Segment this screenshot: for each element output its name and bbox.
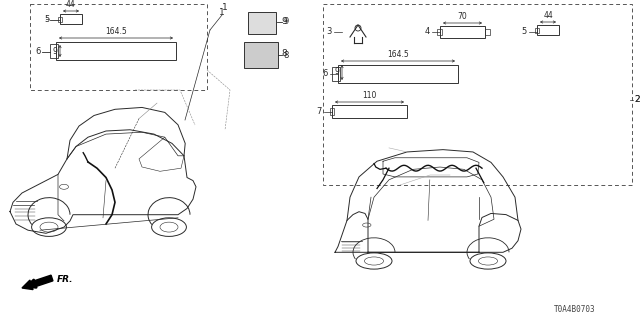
- Bar: [323, 4, 632, 185]
- Text: 1: 1: [219, 8, 225, 17]
- Text: 4: 4: [425, 28, 430, 36]
- Bar: [56, 42, 176, 60]
- Bar: [338, 65, 458, 83]
- Text: FR.: FR.: [57, 276, 74, 284]
- Text: 110: 110: [362, 91, 376, 100]
- Text: 9: 9: [281, 18, 287, 27]
- FancyArrow shape: [22, 275, 53, 290]
- Text: 9: 9: [283, 18, 288, 27]
- Text: 164.5: 164.5: [105, 27, 127, 36]
- Text: 9: 9: [334, 68, 339, 76]
- Text: 70: 70: [457, 12, 467, 21]
- Bar: [332, 105, 407, 118]
- Text: 1: 1: [222, 4, 228, 12]
- Bar: [330, 108, 334, 115]
- Bar: [60, 14, 82, 24]
- Text: 44: 44: [543, 11, 553, 20]
- Bar: [30, 4, 207, 90]
- Bar: [537, 25, 559, 35]
- Bar: [485, 29, 490, 35]
- Text: 5: 5: [522, 28, 527, 36]
- Text: 6: 6: [323, 69, 328, 78]
- Bar: [248, 12, 276, 34]
- Text: ─: ─: [45, 18, 49, 22]
- Text: 164.5: 164.5: [387, 50, 409, 59]
- Text: T0A4B0703: T0A4B0703: [554, 306, 596, 315]
- Text: 8: 8: [283, 51, 289, 60]
- Bar: [58, 17, 62, 22]
- Text: 9: 9: [52, 46, 57, 55]
- Text: 2: 2: [634, 95, 639, 105]
- Text: 6: 6: [35, 47, 41, 57]
- Bar: [437, 29, 442, 35]
- Bar: [50, 44, 58, 58]
- Bar: [332, 67, 340, 81]
- Bar: [440, 26, 485, 38]
- Text: 44: 44: [66, 0, 76, 9]
- Text: 8: 8: [281, 50, 287, 59]
- Text: 5: 5: [44, 15, 50, 25]
- Bar: [535, 28, 539, 33]
- Text: 2: 2: [634, 95, 639, 105]
- Text: 7: 7: [317, 108, 322, 116]
- Bar: [244, 42, 278, 68]
- Text: 3: 3: [326, 28, 332, 36]
